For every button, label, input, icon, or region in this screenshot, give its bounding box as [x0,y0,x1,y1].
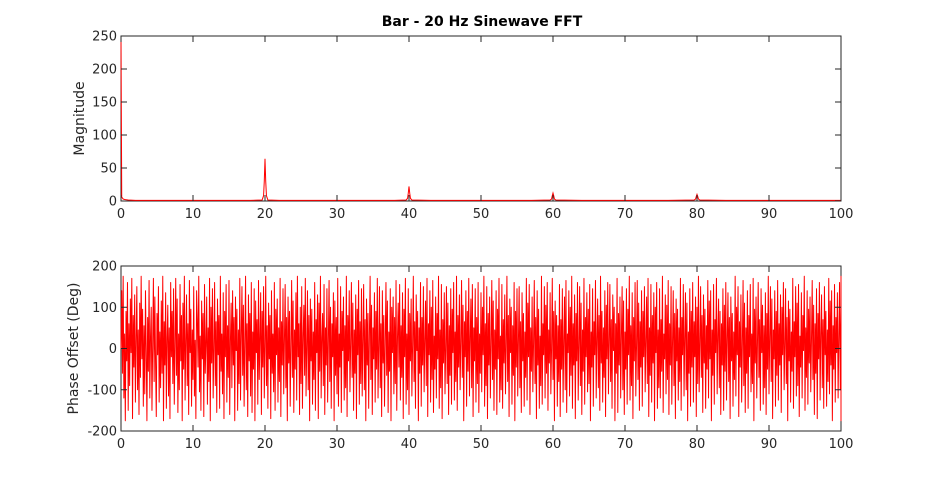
x-tick-label: 40 [401,207,418,222]
y-tick-label: 100 [92,129,117,144]
magnitude-axes-frame [120,35,842,202]
magnitude-axes: 0 10 20 30 40 50 60 70 80 90 100 0 50 100 150 200 250 Ma… [72,30,853,223]
y-tick-label: 200 [92,63,117,78]
x-tick-label: 50 [473,207,490,222]
y-tick-label: 50 [100,162,117,177]
y-tick-label: -100 [87,383,117,398]
magnitude-y-axis-label: Magnitude [72,81,88,155]
x-tick-label: 60 [545,207,562,222]
x-tick-label: 80 [689,207,706,222]
phase-axes: 0 10 20 30 40 50 60 70 80 90 100 -200 -100 0 100 200 Ph… [66,260,853,453]
x-tick-label: 20 [257,207,274,222]
magnitude-series-line [120,35,841,201]
x-tick-label: 70 [617,207,634,222]
y-tick-label: 0 [109,195,117,210]
x-tick-label: 90 [761,437,778,452]
y-tick-label: 200 [92,260,117,275]
x-tick-label: 40 [401,437,418,452]
y-tick-label: 0 [109,342,117,357]
x-tick-label: 0 [117,437,125,452]
y-tick-label: 150 [92,96,117,111]
x-tick-label: 100 [829,207,854,222]
phase-series-line [120,275,842,422]
magnitude-ticks: 0 10 20 30 40 50 60 70 80 90 100 0 50 100 150 200 250 [92,30,853,223]
x-tick-label: 10 [185,207,202,222]
y-tick-label: 250 [92,30,117,45]
x-tick-label: 30 [329,207,346,222]
y-tick-label: -200 [87,425,117,440]
y-tick-label: 100 [92,301,117,316]
phase-y-axis-label: Phase Offset (Deg) [66,283,82,415]
x-tick-label: 70 [617,437,634,452]
x-tick-label: 100 [829,437,854,452]
x-tick-label: 50 [473,437,490,452]
x-tick-label: 0 [117,207,125,222]
x-tick-label: 30 [329,437,346,452]
x-tick-label: 20 [257,437,274,452]
x-tick-label: 80 [689,437,706,452]
x-tick-label: 90 [761,207,778,222]
x-tick-label: 60 [545,437,562,452]
chart-title: Bar - 20 Hz Sinewave FFT [382,14,583,30]
x-tick-label: 10 [185,437,202,452]
phase-ticks: 0 10 20 30 40 50 60 70 80 90 100 -200 -100 0 100 200 [87,260,853,453]
